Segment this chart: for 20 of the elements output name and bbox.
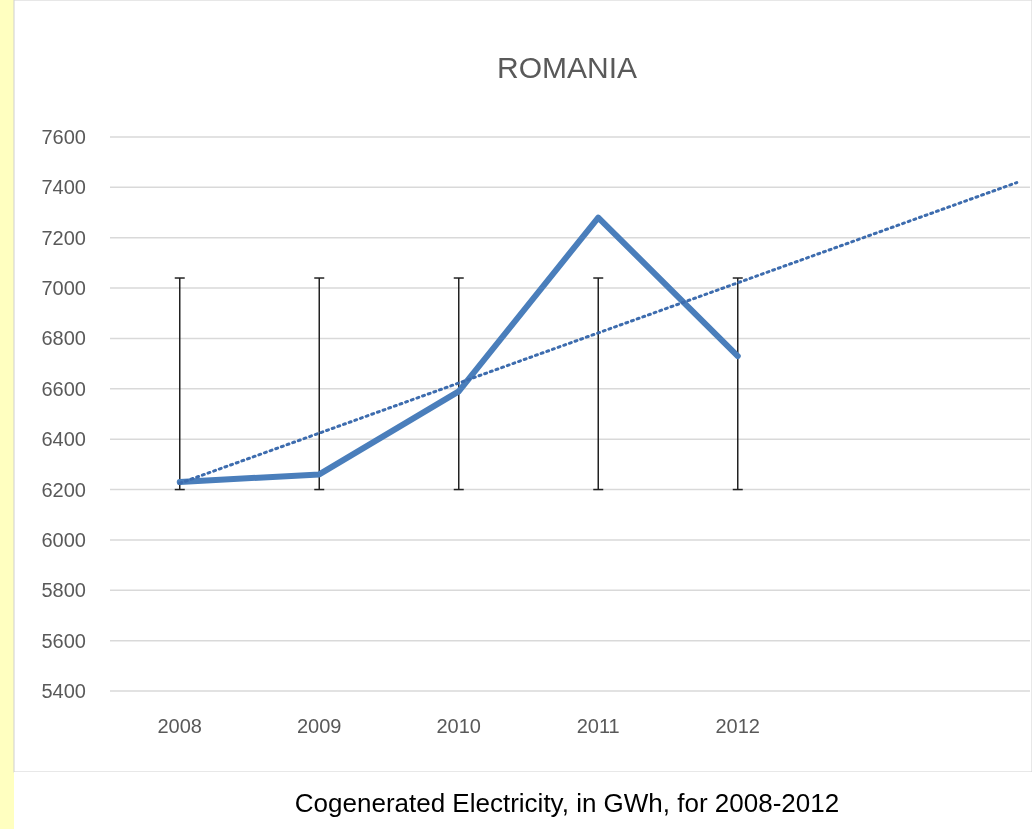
- y-tick-label: 5400: [41, 680, 86, 702]
- x-tick-label: 2010: [436, 715, 481, 737]
- y-tick-label: 6400: [41, 428, 86, 451]
- y-tick-label: 6800: [41, 327, 86, 350]
- x-tick-label: 2011: [576, 715, 620, 737]
- y-tick-label: 7000: [41, 277, 86, 300]
- chart-title: ROMANIA: [496, 51, 638, 84]
- text: Cogenerated Electricity, in GWh, for 2008-2012: [294, 788, 840, 818]
- line-series: [178, 181, 1019, 485]
- y-tick-label: 7600: [41, 126, 86, 148]
- y-tick-label: 6000: [41, 528, 86, 551]
- y-tick-label: 7200: [41, 226, 86, 249]
- y-tick-label: 5800: [41, 579, 86, 602]
- y-tick-label: 6200: [41, 478, 86, 501]
- y-tick-label: 5600: [41, 629, 86, 652]
- y-tick-label: 6600: [41, 377, 86, 400]
- x-tick-label: 2008: [157, 715, 202, 737]
- x-tick-label: 2012: [715, 715, 760, 737]
- y-tick-label: 7400: [41, 176, 86, 199]
- x-tick-label: 2009: [297, 715, 342, 737]
